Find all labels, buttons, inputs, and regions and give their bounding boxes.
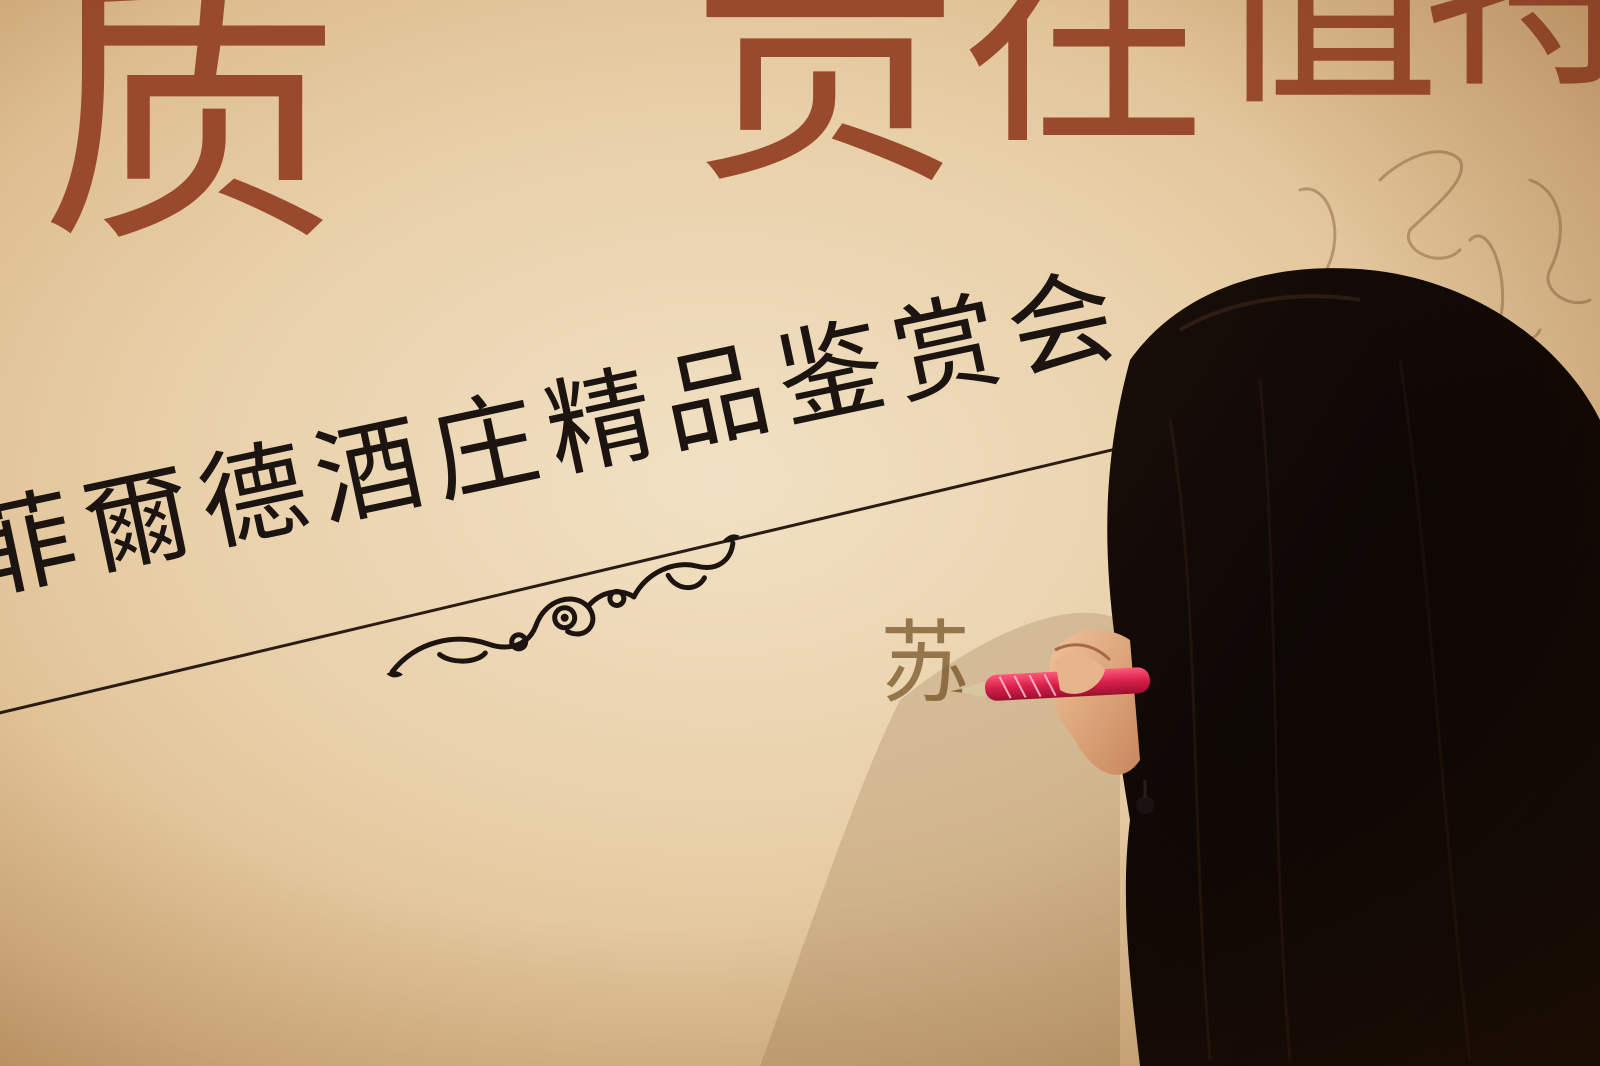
headline-char-2: 贡	[690, 0, 960, 222]
headline-char-1: 质	[40, 0, 340, 284]
headline-char-4: 值	[1210, 0, 1441, 138]
flourish-ornament-icon	[386, 534, 740, 678]
signature-being-written: 苏	[880, 611, 970, 716]
headline-char-3: 在	[960, 0, 1210, 180]
headline-char-5: 特	[1420, 0, 1600, 100]
